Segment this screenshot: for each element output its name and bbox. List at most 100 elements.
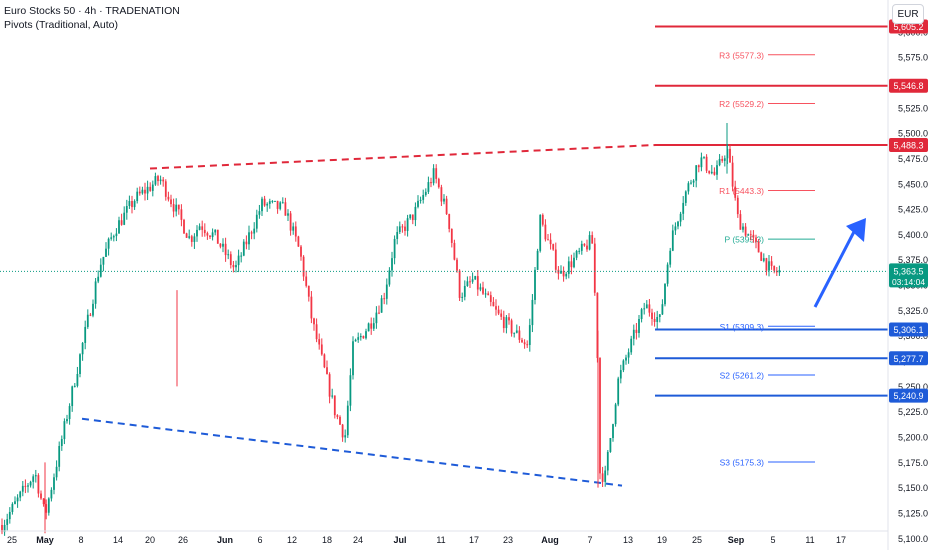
candle-body (510, 320, 513, 334)
candle-body (331, 395, 334, 397)
candle-body (323, 354, 326, 368)
candle-body (658, 314, 661, 317)
price-tick-label: 5,150.0 (898, 483, 928, 493)
candle-body (248, 232, 250, 245)
candle-body (578, 250, 581, 252)
symbol-title[interactable]: Euro Stocks 50 · 4h · TRADENATION (4, 5, 180, 17)
candle-body (471, 279, 474, 282)
candle-body (560, 270, 562, 274)
candle-body (588, 235, 591, 250)
candle-body (63, 421, 66, 440)
candle-body (645, 304, 648, 309)
candle-body (216, 229, 219, 244)
time-tick-label: 18 (322, 535, 332, 545)
candle-body (469, 281, 471, 283)
candle-body (604, 470, 607, 482)
candle-body (601, 473, 604, 482)
candle-body (232, 264, 235, 268)
candle-body (458, 270, 461, 298)
candle-body (281, 202, 284, 204)
time-axis[interactable]: 25 May 8 14 20 26 Jun 6 12 18 24 Jul 11 17 23 Aug 7 13 19 2… (0, 530, 888, 545)
candle-body (669, 250, 672, 265)
candle-body (81, 342, 84, 355)
candle-body (144, 189, 146, 194)
candle-body (370, 323, 373, 329)
candle-body (617, 378, 620, 405)
candle-body (692, 180, 695, 183)
candle-body (666, 264, 669, 284)
candle-body (29, 481, 32, 486)
candle-body (414, 206, 417, 221)
candle-body (86, 314, 89, 327)
candle-body (752, 234, 755, 238)
candle-body (258, 211, 261, 215)
candle-body (365, 331, 367, 339)
candle-body (760, 252, 763, 261)
candle-body (289, 213, 292, 231)
candle-body (300, 246, 302, 257)
candle-body (266, 203, 269, 206)
candle-body (131, 201, 133, 208)
candle-body (755, 237, 757, 242)
time-tick-label: 6 (257, 535, 262, 545)
arrow-head (846, 218, 866, 242)
candle-body (466, 281, 469, 286)
candle-body (66, 419, 68, 422)
level-tag-label: 5,306.1 (893, 325, 923, 335)
candle-body (531, 299, 534, 326)
candle-body (313, 318, 315, 325)
candle-body (417, 200, 419, 207)
candle-body (775, 270, 778, 273)
pivot-label-3: P (5395.3) (724, 235, 764, 245)
candle-body (450, 228, 453, 243)
candle-body (534, 269, 536, 300)
candle-body (757, 241, 760, 253)
currency-button[interactable]: EUR (892, 4, 924, 24)
candle-body (120, 220, 123, 225)
candle-body (554, 249, 557, 270)
level-tag-2 (889, 137, 928, 152)
candle-body (640, 309, 643, 319)
candle-body (515, 330, 518, 333)
candle-body (307, 285, 310, 297)
current-price-label: 5,363.5 (893, 266, 923, 276)
candle-body (700, 157, 703, 168)
candle-body (55, 466, 58, 478)
indicator-label[interactable]: Pivots (Traditional, Auto) (4, 19, 118, 31)
candle-body (328, 374, 331, 397)
candle-body (552, 244, 555, 250)
candle-body (97, 276, 100, 282)
level-tag-1 (889, 78, 928, 93)
candle-body (744, 226, 747, 236)
candle-body (523, 342, 526, 345)
candle-body (219, 243, 222, 247)
price-tick-label: 5,375.0 (898, 255, 928, 265)
candle-body (583, 243, 586, 246)
candle-body (401, 226, 404, 228)
candle-body (211, 232, 214, 238)
candle-body (723, 158, 726, 161)
candle-body (201, 226, 204, 230)
candle-body (580, 243, 583, 251)
candle-body (21, 485, 24, 492)
candle-body (736, 197, 739, 215)
candle-body (770, 261, 773, 266)
candle-body (253, 228, 256, 234)
candle-body (175, 204, 178, 212)
candle-body (544, 224, 547, 240)
candle-body (721, 158, 724, 161)
price-tick-label: 5,125.0 (898, 508, 928, 518)
candle-body (11, 503, 14, 512)
candle-body (294, 226, 297, 237)
candle-body (237, 255, 240, 266)
candle-body (549, 239, 552, 245)
candle-body (656, 316, 659, 322)
candle-body (268, 201, 271, 204)
candle-body (484, 293, 487, 295)
time-tick-label: 24 (353, 535, 363, 545)
candle-body (739, 214, 742, 230)
time-tick-label: Sep (728, 535, 745, 545)
candle-body (398, 226, 401, 232)
candle-body (541, 214, 544, 225)
